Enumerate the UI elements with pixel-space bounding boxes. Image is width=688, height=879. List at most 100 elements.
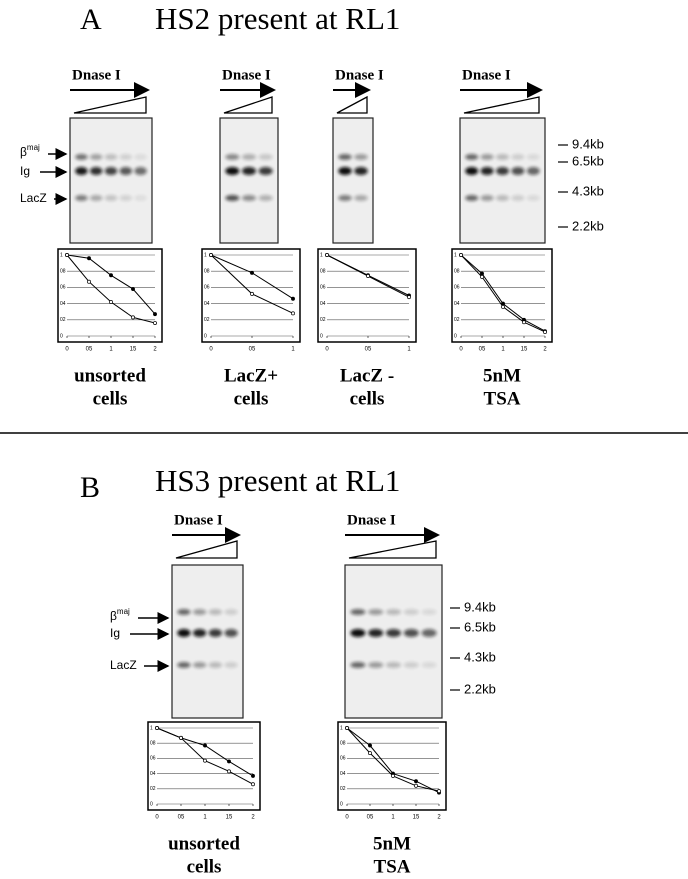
- panel-letter: B: [80, 471, 100, 504]
- gel-band: [480, 167, 494, 175]
- data-point: [65, 253, 69, 257]
- gel-band: [224, 609, 238, 615]
- data-point: [131, 287, 135, 291]
- y-tick-label: 08: [454, 269, 460, 275]
- y-tick-label: 04: [60, 301, 66, 307]
- x-tick-label: 15: [413, 815, 420, 821]
- gel-band: [403, 629, 419, 637]
- size-marker: 9.4kb: [464, 599, 496, 614]
- plot-frame: [451, 248, 553, 343]
- gel-band: [354, 154, 368, 160]
- gel: [344, 564, 443, 719]
- size-marker: 9.4kb: [572, 136, 604, 151]
- size-marker: 6.5kb: [464, 619, 496, 634]
- data-point: [109, 273, 113, 278]
- y-tick-label: 0: [60, 333, 63, 339]
- caption: LacZ+: [224, 365, 278, 386]
- y-tick-label: 02: [340, 786, 346, 792]
- x-tick-label: 2: [153, 347, 157, 353]
- y-tick-label: 02: [320, 317, 326, 323]
- gel-band: [465, 167, 479, 175]
- dnase-label: Dnase I: [222, 67, 271, 83]
- y-tick-label: 08: [340, 741, 346, 747]
- data-point: [131, 315, 135, 320]
- gel-band: [480, 195, 494, 201]
- data-point: [155, 726, 159, 730]
- y-tick-label: 06: [60, 285, 66, 291]
- y-tick-label: 0: [150, 801, 153, 807]
- gel-band: [75, 167, 88, 175]
- y-tick-label: 04: [320, 301, 326, 307]
- gel-band: [511, 195, 525, 201]
- panel-title: HS3 present at RL1: [155, 463, 400, 498]
- gel-label: LacZ: [110, 658, 137, 672]
- plot-frame: [337, 721, 447, 811]
- gel-band: [368, 662, 384, 668]
- y-tick-label: 08: [320, 269, 326, 275]
- data-point: [250, 270, 254, 275]
- y-tick-label: 08: [150, 741, 156, 747]
- gel-band: [403, 662, 419, 668]
- gel: [219, 117, 279, 244]
- gel-band: [421, 609, 437, 615]
- gel-band: [403, 609, 419, 615]
- data-point: [501, 304, 505, 309]
- gel-band: [119, 154, 133, 160]
- gel-band: [386, 629, 401, 637]
- gel-band: [104, 195, 118, 201]
- gel-band: [480, 154, 494, 160]
- gel-label-sup: maj: [117, 607, 130, 616]
- gel-band: [134, 154, 147, 160]
- dnase-wedge: [463, 96, 540, 114]
- gel-band: [386, 662, 401, 668]
- gel-label: Ig: [20, 164, 30, 178]
- gel: [332, 117, 374, 244]
- data-point: [391, 773, 395, 778]
- gel-band: [421, 662, 437, 668]
- y-tick-label: 1: [204, 252, 207, 258]
- gel-label-text: LacZ: [110, 658, 137, 672]
- gel: [69, 117, 153, 244]
- data-point: [250, 291, 254, 296]
- data-point: [291, 311, 295, 316]
- x-tick-label: 0: [65, 347, 69, 353]
- gel-band: [368, 609, 384, 615]
- gel-band: [225, 154, 240, 160]
- data-point: [291, 296, 295, 301]
- x-tick-label: 1: [203, 815, 207, 821]
- gel-band: [104, 154, 118, 160]
- data-point: [407, 295, 411, 300]
- gel-label-text: LacZ: [20, 191, 47, 205]
- gel-band: [496, 167, 509, 175]
- gel-band: [258, 195, 273, 201]
- size-marker: 4.3kb: [572, 183, 604, 198]
- data-point: [153, 321, 157, 325]
- gel-band: [208, 609, 222, 615]
- gel-band: [75, 195, 88, 201]
- gel-band: [421, 629, 437, 637]
- gel-band: [89, 154, 103, 160]
- gel-band: [368, 629, 384, 637]
- x-tick-label: 15: [130, 347, 137, 353]
- x-tick-label: 05: [249, 347, 256, 353]
- caption: unsorted: [74, 365, 146, 386]
- gel-band: [338, 167, 352, 175]
- y-tick-label: 08: [60, 269, 66, 275]
- dnase-label: Dnase I: [174, 512, 223, 528]
- y-tick-label: 06: [320, 285, 326, 291]
- gel-band: [177, 662, 191, 668]
- data-point: [437, 789, 441, 794]
- x-tick-label: 05: [178, 815, 185, 821]
- gel-band: [225, 167, 240, 175]
- gel-label: βmaj: [20, 143, 40, 159]
- gel-band: [104, 167, 118, 175]
- data-point: [209, 253, 213, 257]
- data-point: [227, 759, 231, 764]
- x-tick-label: 0: [209, 347, 213, 353]
- data-point: [153, 312, 157, 317]
- caption: cells: [350, 388, 385, 409]
- data-point: [543, 330, 547, 334]
- size-marker: 2.2kb: [572, 218, 604, 233]
- y-tick-label: 06: [204, 285, 210, 291]
- x-tick-label: 2: [251, 815, 255, 821]
